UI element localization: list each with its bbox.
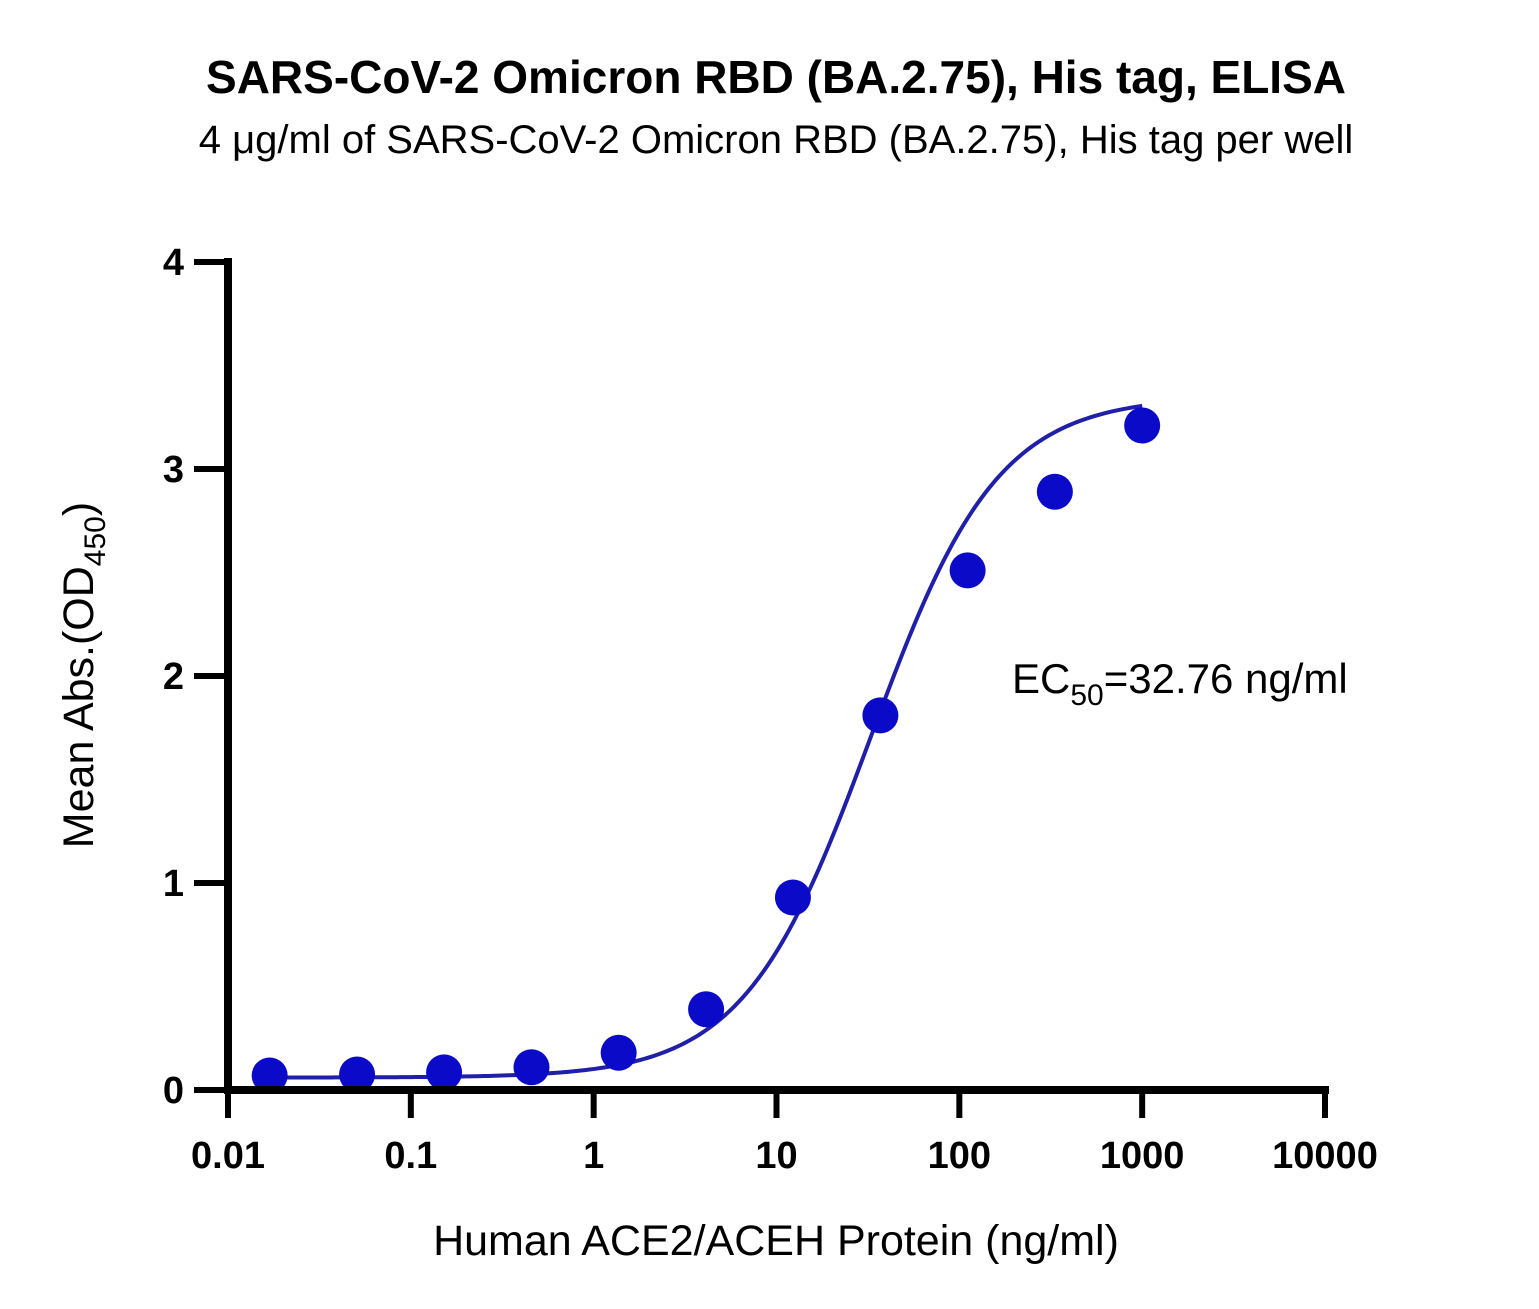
y-ticks: 0 1 2 3 4 <box>163 242 228 1112</box>
y-tick-label: 0 <box>163 1070 184 1112</box>
x-tick-label: 1000 <box>1100 1135 1185 1177</box>
x-tick-label: 10000 <box>1272 1135 1378 1177</box>
fit-curve-layer <box>269 403 1143 1080</box>
data-point <box>774 879 811 916</box>
y-tick-label: 3 <box>163 449 184 491</box>
x-tick-label: 100 <box>928 1135 991 1177</box>
fit-curve <box>269 403 1143 1080</box>
x-axis-label: Human ACE2/ACEH Protein (ng/ml) <box>433 1217 1119 1265</box>
data-points <box>251 407 1161 1094</box>
data-point <box>600 1034 637 1071</box>
data-point <box>949 552 986 589</box>
data-point <box>251 1057 288 1094</box>
x-tick-label: 0.01 <box>191 1135 265 1177</box>
chart-title: SARS-CoV-2 Omicron RBD (BA.2.75), His ta… <box>206 51 1346 103</box>
data-point <box>513 1049 550 1086</box>
data-point <box>1036 473 1073 510</box>
data-point <box>339 1056 376 1093</box>
chart-subtitle: 4 μg/ml of SARS-CoV-2 Omicron RBD (BA.2.… <box>199 118 1354 162</box>
ec50-annotation: EC50=32.76 ng/ml <box>1012 655 1348 712</box>
x-tick-label: 0.1 <box>384 1135 437 1177</box>
data-point <box>426 1054 463 1091</box>
y-tick-label: 4 <box>163 242 184 284</box>
data-point <box>1124 407 1161 444</box>
y-tick-label: 2 <box>163 656 184 698</box>
x-tick-label: 1 <box>583 1135 604 1177</box>
x-ticks: 0.01 0.1 1 10 100 1000 10000 <box>191 1090 1378 1177</box>
data-point <box>688 991 725 1028</box>
y-axis-label: Mean Abs.(OD450) <box>55 502 112 848</box>
y-tick-label: 1 <box>163 863 184 905</box>
x-tick-label: 10 <box>755 1135 797 1177</box>
data-point <box>862 697 899 734</box>
